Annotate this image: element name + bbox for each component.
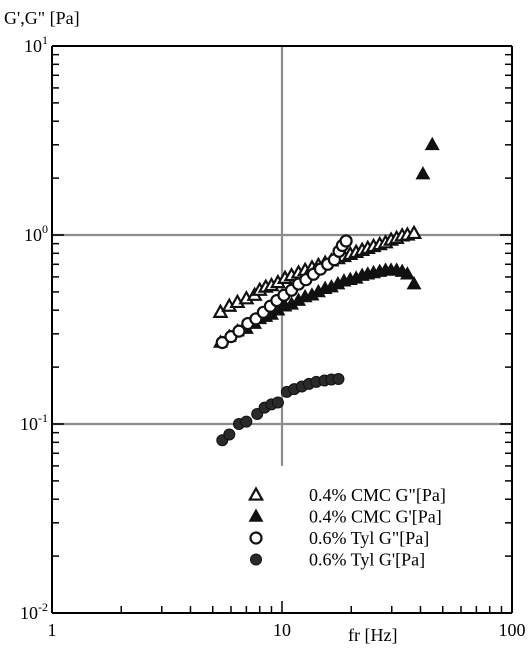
y-tick-label-exponent: 1 [42,33,48,47]
legend-marker [247,486,265,501]
legend-marker [250,553,262,566]
y-tick-label: 10-1 [20,411,48,434]
legend-label: 0.6% Tyl G"[Pa] [309,528,429,548]
data-point [406,276,422,290]
data-point [223,428,236,441]
y-tick-label: 100 [24,222,48,245]
axis-labels: G',G" [Pa] fr [Hz] [4,8,397,645]
y-tick-label-exponent: -2 [38,600,48,614]
data-point [232,324,246,338]
data-point [215,335,229,350]
data-point [240,415,253,428]
data-points [212,136,440,447]
series-3 [215,234,353,350]
series-2 [212,136,440,348]
series-1 [212,224,423,318]
x-tick-label: 10 [273,620,291,640]
x-axis-title: fr [Hz] [348,625,397,645]
data-point [271,396,284,409]
y-tick-label: 101 [24,33,48,56]
legend-label: 0.4% CMC G'[Pa] [309,507,442,527]
y-tick-label-base: 10 [20,603,38,623]
legend-label: 0.4% CMC G"[Pa] [309,485,446,505]
y-tick-label-exponent: -1 [38,411,48,425]
x-tick-label: 100 [499,620,526,640]
data-point [415,166,431,180]
data-point [339,234,353,248]
y-tick-label-exponent: 0 [42,222,48,236]
y-tick-label: 10-2 [20,600,48,623]
x-tick-label: 1 [48,620,57,640]
legend: 0.4% CMC G"[Pa]0.4% CMC G'[Pa]0.6% Tyl G… [247,485,446,570]
data-point [424,136,440,151]
legend-label: 0.6% Tyl G'[Pa] [309,550,425,570]
series-4 [216,373,345,447]
data-point [405,224,423,240]
y-tick-label-base: 10 [24,36,42,56]
y-tick-label-base: 10 [20,414,38,434]
y-axis-title: G',G" [Pa] [4,8,80,28]
legend-marker [249,531,263,545]
grid-lines [52,46,512,466]
legend-marker [248,508,264,522]
y-tick-label-base: 10 [24,225,42,245]
data-point [399,266,415,280]
data-point [332,373,345,386]
